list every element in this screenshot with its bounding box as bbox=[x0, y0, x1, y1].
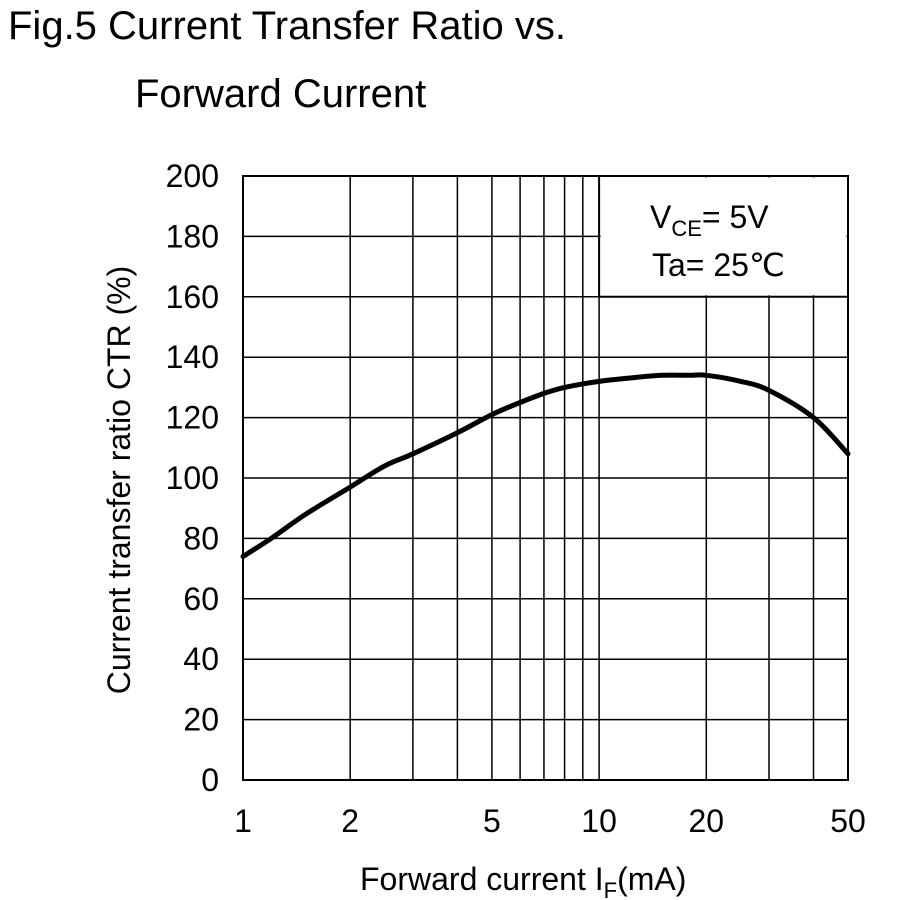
x-tick-label: 20 bbox=[688, 803, 724, 839]
annotation-vce: VCE= 5V bbox=[650, 199, 769, 241]
annotation-box bbox=[600, 177, 847, 296]
y-tick-label: 100 bbox=[166, 460, 219, 496]
grid bbox=[242, 175, 849, 781]
y-tick-label: 20 bbox=[183, 702, 219, 738]
y-tick-label: 140 bbox=[166, 339, 219, 375]
x-tick-label: 10 bbox=[581, 803, 617, 839]
y-tick-label: 80 bbox=[183, 520, 219, 556]
y-tick-label: 200 bbox=[166, 158, 219, 194]
annotation-box-borders bbox=[598, 176, 848, 298]
y-tick-label: 0 bbox=[201, 762, 219, 798]
y-tick-label: 40 bbox=[183, 641, 219, 677]
y-axis-label: Current transfer ratio CTR (%) bbox=[101, 266, 137, 695]
y-tick-label: 60 bbox=[183, 581, 219, 617]
ctr-curve bbox=[240, 372, 851, 559]
chart-title: Fig.5 Current Transfer Ratio vs. bbox=[8, 4, 566, 48]
y-tick-labels: 0 20 40 60 80 100 120 140 160 180 200 bbox=[166, 158, 219, 798]
plot-frame bbox=[242, 175, 849, 781]
x-tick-labels: 1 2 5 10 20 50 bbox=[234, 803, 866, 839]
x-tick-label: 1 bbox=[234, 803, 252, 839]
chart-title-line2: Forward Current bbox=[135, 72, 427, 116]
y-tick-label: 180 bbox=[166, 218, 219, 254]
y-tick-label: 120 bbox=[166, 400, 219, 436]
x-tick-label: 5 bbox=[483, 803, 501, 839]
x-tick-label: 50 bbox=[830, 803, 866, 839]
y-tick-label: 160 bbox=[166, 279, 219, 315]
x-axis-label: Forward current IF(mA) bbox=[360, 861, 686, 900]
x-tick-label: 2 bbox=[341, 803, 359, 839]
annotation-ta: Ta= 25℃ bbox=[652, 247, 785, 283]
